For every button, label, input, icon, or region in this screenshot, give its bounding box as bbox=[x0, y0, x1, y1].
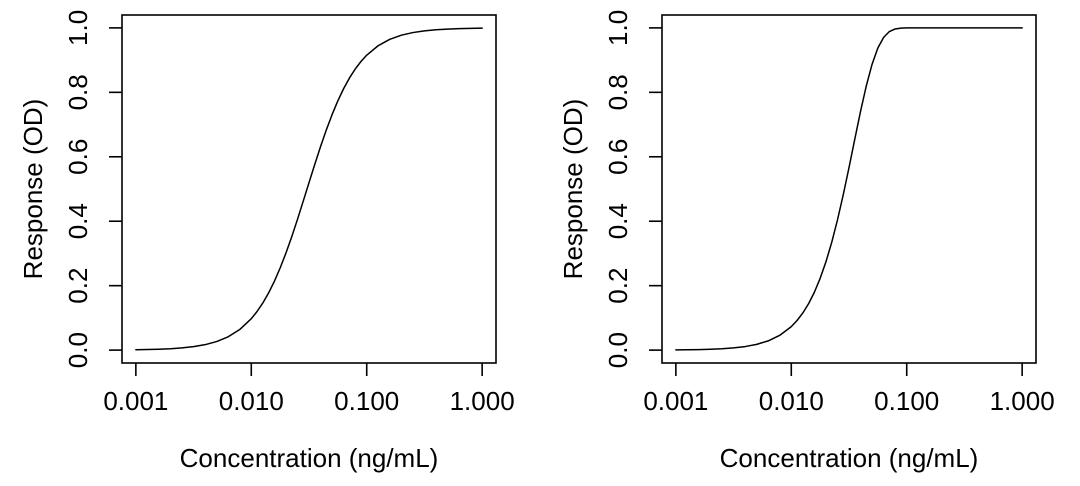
curve-sigmoid-standard-curve bbox=[135, 27, 483, 351]
plot-panel-left: 0.001 0.010 0.100 1.000 0.0 0.2 0.4 0.6 0.8 1.0 Co… bbox=[18, 10, 515, 473]
y-axis-title: Response (OD) bbox=[18, 99, 48, 280]
plot-panel-right: 0.001 0.010 0.100 1.000 0.0 0.2 0.4 0.6 0.8 1.0 Co… bbox=[558, 10, 1055, 473]
x-tick-label: 0.001 bbox=[643, 386, 708, 416]
x-tick-label: 1.000 bbox=[450, 386, 515, 416]
y-tick-label: 0.4 bbox=[603, 203, 633, 239]
y-tick-label: 0.8 bbox=[63, 74, 93, 110]
y-tick-label: 0.6 bbox=[603, 139, 633, 175]
y-tick-label: 0.0 bbox=[603, 332, 633, 368]
plot-border bbox=[661, 14, 1037, 364]
x-tick-label: 0.010 bbox=[759, 386, 824, 416]
x-tick-label: 1.000 bbox=[990, 386, 1055, 416]
y-tick-label: 0.0 bbox=[63, 332, 93, 368]
y-tick-label: 0.2 bbox=[603, 268, 633, 304]
y-axis-title: Response (OD) bbox=[558, 99, 588, 280]
y-tick-label: 0.6 bbox=[63, 139, 93, 175]
y-tick-label: 0.4 bbox=[63, 203, 93, 239]
x-tick-label: 0.100 bbox=[874, 386, 939, 416]
y-tick-label: 0.2 bbox=[63, 268, 93, 304]
x-tick-label: 0.010 bbox=[219, 386, 284, 416]
x-tick-label: 0.100 bbox=[334, 386, 399, 416]
x-axis-title: Concentration (ng/mL) bbox=[180, 443, 439, 473]
curve-steep-sigmoid-standard-curve bbox=[675, 27, 1023, 351]
y-tick-label: 1.0 bbox=[63, 10, 93, 46]
left-plot-slot: 0.001 0.010 0.100 1.000 0.0 0.2 0.4 0.6 0.8 1.0 Co… bbox=[18, 10, 515, 473]
y-tick-label: 1.0 bbox=[603, 10, 633, 46]
right-plot-slot: 0.001 0.010 0.100 1.000 0.0 0.2 0.4 0.6 0.8 1.0 Co… bbox=[540, 0, 1080, 486]
plot-border bbox=[121, 14, 497, 364]
y-tick-label: 0.8 bbox=[603, 74, 633, 110]
x-axis-title: Concentration (ng/mL) bbox=[720, 443, 979, 473]
x-tick-label: 0.001 bbox=[103, 386, 168, 416]
